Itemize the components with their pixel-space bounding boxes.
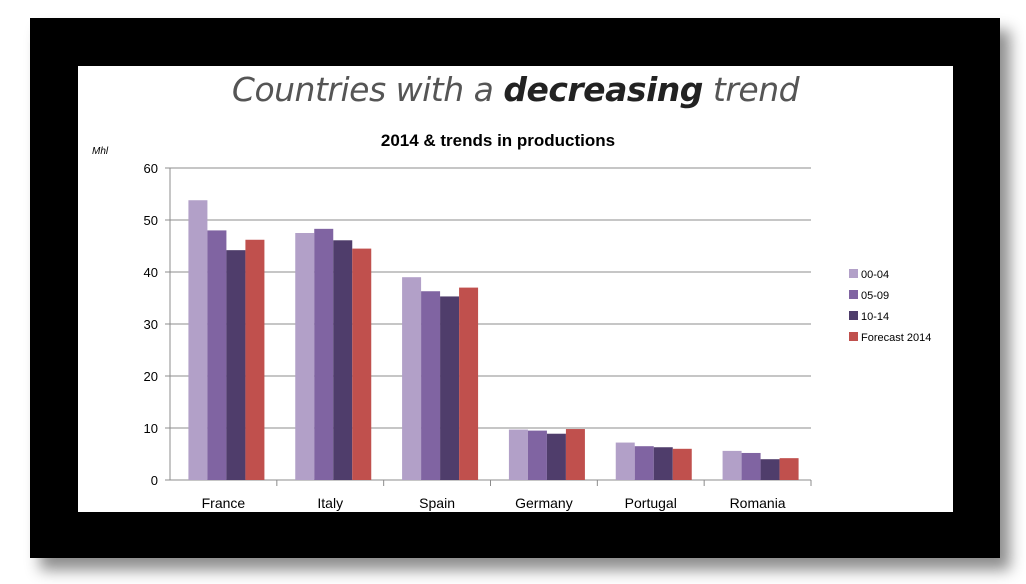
x-category-label: Romania [730,495,786,511]
slide: Countries with a decreasing trend 2014 &… [78,66,953,512]
slide-title: Countries with a decreasing trend [78,70,953,109]
legend-swatch [849,311,858,320]
legend-label: 00-04 [861,269,889,281]
y-tick-label: 0 [151,473,158,488]
x-category-label: Spain [419,495,455,511]
bar-spain-forecast-2014 [459,287,479,480]
y-tick-label: 20 [144,369,158,384]
bar-germany-forecast-2014 [565,429,585,480]
legend-label: 05-09 [861,290,889,302]
legend-label: Forecast 2014 [861,332,931,344]
slide-title-part2: trend [702,70,800,109]
legend-swatch [849,332,858,341]
bar-italy-05-09 [314,228,334,480]
x-category-label: France [202,495,246,511]
bar-germany-05-09 [527,430,547,480]
bar-romania-forecast-2014 [779,458,799,480]
bar-portugal-forecast-2014 [672,448,692,480]
legend-label: 10-14 [861,311,889,323]
bar-france-10-14 [226,250,246,480]
bar-portugal-10-14 [653,447,673,480]
y-tick-label: 40 [144,265,158,280]
bar-portugal-05-09 [634,446,654,480]
bar-spain-00-04 [402,277,422,480]
bar-romania-05-09 [741,452,761,480]
bar-france-forecast-2014 [245,239,265,480]
bar-romania-00-04 [722,450,742,480]
slide-title-emphasis: decreasing [503,70,703,109]
y-tick-label: 30 [144,317,158,332]
bar-spain-05-09 [421,291,441,480]
y-unit-label: Mhl [92,146,109,157]
bar-portugal-00-04 [615,442,635,480]
bar-france-00-04 [188,200,208,481]
bar-chart: 2014 & trends in productions Mhl 0 10 20 30 40… [92,131,931,511]
legend-swatch [849,269,858,278]
legend-swatch [849,290,858,299]
bar-germany-00-04 [508,429,528,480]
slide-title-part1: Countries with a [231,70,504,109]
x-category-label: Portugal [625,495,677,511]
bar-france-05-09 [207,230,227,480]
bar-germany-10-14 [546,433,566,480]
bar-italy-10-14 [333,240,353,480]
bar-spain-10-14 [440,296,460,480]
bar-italy-forecast-2014 [352,248,372,480]
x-category-label: Germany [515,495,573,511]
bar-italy-00-04 [295,233,315,480]
y-tick-label: 60 [144,161,158,176]
y-tick-label: 50 [144,213,158,228]
bar-romania-10-14 [760,459,780,480]
x-category-label: Italy [317,495,343,511]
y-tick-label: 10 [144,421,158,436]
chart-title: 2014 & trends in productions [381,131,615,150]
